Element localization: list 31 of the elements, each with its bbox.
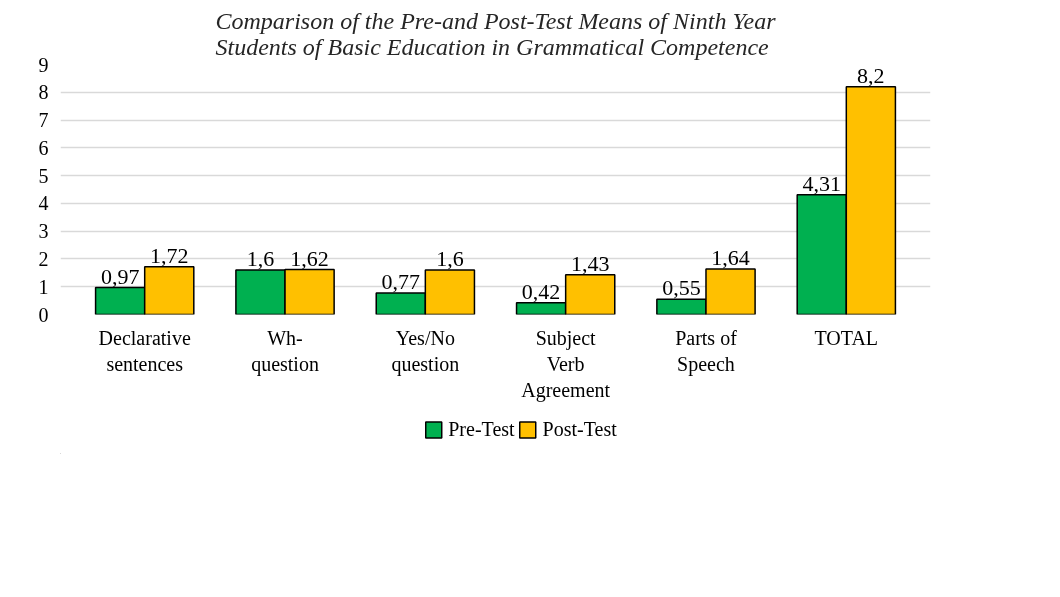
y-tick-label: 3 xyxy=(38,220,49,243)
x-tick-label: Parts of Speech xyxy=(675,326,738,376)
y-tick-label: 8 xyxy=(38,81,49,104)
data-label: 1,62 xyxy=(290,245,329,271)
y-tick-label: 0 xyxy=(38,303,49,326)
legend-label: Pre-Test xyxy=(448,417,515,441)
y-tick-label: 4 xyxy=(38,192,49,215)
x-tick-label: Yes/No question xyxy=(391,326,460,376)
y-tick-label: 1 xyxy=(38,275,49,298)
chart-title: Comparison of the Pre-and Post-Test Means of Ninth Year Students of Basic Education in Grammatical Competence xyxy=(215,7,777,60)
data-label: 1,64 xyxy=(711,244,750,270)
y-tick-label: 6 xyxy=(38,136,49,159)
x-tick-label: Declarative sentences xyxy=(98,326,191,375)
y-tick-label: 5 xyxy=(38,164,49,187)
x-tick-label: Wh- question xyxy=(251,326,319,376)
data-label: 1,72 xyxy=(150,242,189,268)
data-label: 1,6 xyxy=(246,246,275,272)
y-tick-label: 9 xyxy=(38,53,49,76)
y-tick-label: 7 xyxy=(38,109,49,132)
x-tick-label: TOTAL xyxy=(814,326,879,349)
data-label: 1,43 xyxy=(570,250,610,276)
data-label: 4,31 xyxy=(802,170,841,196)
data-label: 0,77 xyxy=(381,269,421,295)
legend-label: Post-Test xyxy=(542,417,617,441)
x-tick-label: Subject Verb Agreement xyxy=(521,326,611,403)
y-tick-label: 2 xyxy=(38,247,49,270)
data-label: 0,97 xyxy=(100,263,140,289)
data-label: 1,6 xyxy=(436,246,464,272)
data-label: 8,2 xyxy=(857,62,885,88)
data-label: 0,42 xyxy=(521,278,561,304)
data-label: 0,55 xyxy=(662,275,701,301)
